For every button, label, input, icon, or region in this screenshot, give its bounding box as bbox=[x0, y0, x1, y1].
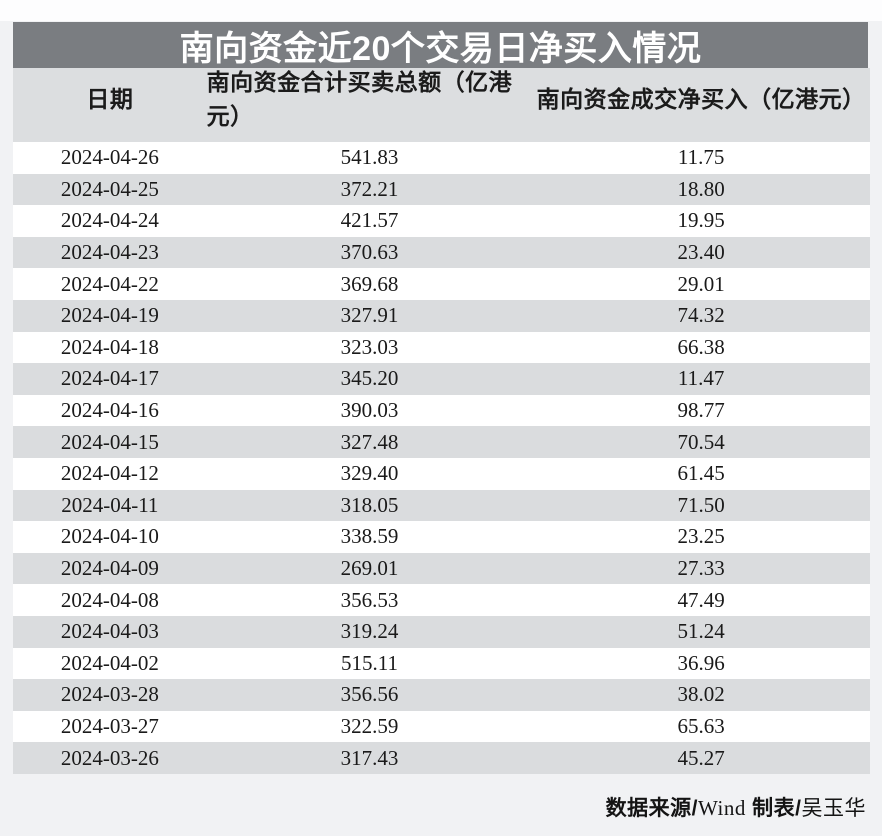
value-cell: 27.33 bbox=[677, 556, 725, 581]
value-cell: 541.83 bbox=[340, 145, 399, 170]
author-name: 吴玉华 bbox=[801, 796, 866, 820]
date-cell: 2024-04-12 bbox=[60, 461, 159, 486]
date-cell: 2024-04-10 bbox=[60, 524, 159, 549]
table-row: 2024-04-09 269.01 27.33 bbox=[13, 552, 870, 585]
value-cell: 269.01 bbox=[340, 556, 399, 581]
value-cell: 327.91 bbox=[340, 303, 399, 328]
value-cell: 45.27 bbox=[677, 745, 725, 770]
date-cell: 2024-04-26 bbox=[60, 145, 159, 170]
table-row: 2024-03-28 356.56 38.02 bbox=[13, 679, 870, 711]
value-cell: 356.53 bbox=[340, 587, 399, 612]
table-footer-credit: 数据来源/Wind 制表/吴玉华 bbox=[606, 792, 866, 822]
table-row: 2024-04-19 327.91 74.32 bbox=[13, 299, 870, 332]
value-cell: 74.32 bbox=[677, 303, 725, 328]
date-cell: 2024-04-09 bbox=[60, 556, 159, 581]
value-cell: 327.48 bbox=[340, 429, 399, 454]
date-cell: 2024-04-23 bbox=[60, 240, 159, 265]
data-source-label: 数据来源/ bbox=[605, 797, 698, 820]
value-cell: 338.59 bbox=[340, 524, 399, 549]
date-cell: 2024-04-16 bbox=[60, 398, 159, 423]
table-row: 2024-04-18 323.03 66.38 bbox=[13, 331, 870, 364]
table-row: 2024-04-24 421.57 19.95 bbox=[13, 205, 870, 237]
header-cell-1: 南向资金合计买卖总额（亿港元） bbox=[206, 69, 513, 129]
date-cell: 2024-03-28 bbox=[60, 682, 159, 707]
value-cell: 319.24 bbox=[340, 619, 399, 644]
value-cell: 390.03 bbox=[340, 398, 399, 423]
value-cell: 71.50 bbox=[677, 492, 725, 517]
table-row: 2024-04-23 370.63 23.40 bbox=[13, 236, 870, 269]
table-row: 2024-04-03 319.24 51.24 bbox=[13, 615, 870, 648]
value-cell: 65.63 bbox=[677, 713, 725, 738]
table-title-bar: 南向资金近20个交易日净买入情况 bbox=[13, 22, 868, 68]
value-cell: 18.80 bbox=[677, 176, 725, 201]
table-row: 2024-04-15 327.48 70.54 bbox=[13, 426, 870, 458]
date-cell: 2024-04-25 bbox=[60, 176, 159, 201]
date-cell: 2024-04-24 bbox=[60, 208, 159, 233]
tabulation-label: 制表/ bbox=[745, 797, 802, 820]
table-row: 2024-04-17 345.20 11.47 bbox=[13, 363, 870, 395]
value-cell: 356.56 bbox=[340, 682, 399, 707]
value-cell: 322.59 bbox=[340, 713, 399, 738]
data-source-name: Wind bbox=[698, 796, 746, 820]
value-cell: 23.40 bbox=[677, 240, 725, 265]
table-row: 2024-04-02 515.11 36.96 bbox=[13, 647, 870, 680]
table-row: 2024-04-12 329.40 61.45 bbox=[13, 457, 870, 490]
southbound-funds-table: 日期 南向资金合计买卖总额（亿港元） 南向资金成交净买入（亿港元） 2024-04-… bbox=[13, 68, 870, 774]
top-margin-strip bbox=[0, 0, 882, 21]
date-cell: 2024-04-22 bbox=[60, 271, 159, 296]
date-cell: 2024-04-18 bbox=[60, 334, 159, 359]
value-cell: 421.57 bbox=[340, 208, 399, 233]
date-cell: 2024-04-03 bbox=[60, 619, 159, 644]
date-cell: 2024-04-11 bbox=[61, 492, 159, 517]
value-cell: 11.47 bbox=[677, 366, 725, 391]
page-title: 南向资金近20个交易日净买入情况 bbox=[179, 29, 702, 68]
date-cell: 2024-03-27 bbox=[60, 713, 159, 738]
value-cell: 515.11 bbox=[341, 650, 398, 675]
date-cell: 2024-04-19 bbox=[60, 303, 159, 328]
value-cell: 38.02 bbox=[677, 682, 725, 707]
table-row: 2024-04-22 369.68 29.01 bbox=[13, 268, 870, 300]
table-row: 2024-04-25 372.21 18.80 bbox=[13, 173, 870, 206]
value-cell: 345.20 bbox=[340, 366, 399, 391]
value-cell: 372.21 bbox=[340, 176, 399, 201]
date-cell: 2024-04-15 bbox=[60, 429, 159, 454]
value-cell: 29.01 bbox=[677, 271, 725, 296]
value-cell: 36.96 bbox=[677, 650, 725, 675]
value-cell: 369.68 bbox=[340, 271, 399, 296]
value-cell: 370.63 bbox=[340, 240, 399, 265]
value-cell: 51.24 bbox=[677, 619, 725, 644]
value-cell: 19.95 bbox=[677, 208, 725, 233]
value-cell: 70.54 bbox=[677, 429, 725, 454]
value-cell: 11.75 bbox=[677, 145, 725, 170]
date-cell: 2024-04-02 bbox=[60, 650, 159, 675]
value-cell: 329.40 bbox=[340, 461, 399, 486]
table-row: 2024-04-16 390.03 98.77 bbox=[13, 394, 870, 427]
value-cell: 318.05 bbox=[340, 492, 399, 517]
table-row: 2024-03-27 322.59 65.63 bbox=[13, 710, 870, 743]
date-cell: 2024-04-17 bbox=[60, 366, 159, 391]
value-cell: 98.77 bbox=[677, 398, 725, 423]
header-cell-2: 南向资金成交净买入（亿港元） bbox=[536, 86, 866, 112]
table-row: 2024-03-26 317.43 45.27 bbox=[13, 742, 870, 774]
date-cell: 2024-04-08 bbox=[60, 587, 159, 612]
value-cell: 66.38 bbox=[677, 334, 725, 359]
value-cell: 317.43 bbox=[340, 745, 399, 770]
table-row: 2024-04-26 541.83 11.75 bbox=[13, 142, 870, 174]
table-row: 2024-04-11 318.05 71.50 bbox=[13, 489, 870, 522]
value-cell: 47.49 bbox=[677, 587, 725, 612]
date-cell: 2024-03-26 bbox=[60, 745, 159, 770]
value-cell: 61.45 bbox=[677, 461, 725, 486]
value-cell: 23.25 bbox=[677, 524, 725, 549]
table-row: 2024-04-08 356.53 47.49 bbox=[13, 584, 870, 616]
header-cell-0: 日期 bbox=[86, 86, 134, 112]
table-body: 2024-04-26 541.83 11.75 2024-04-25 372.21 18.… bbox=[13, 142, 870, 774]
table-header-row: 日期 南向资金合计买卖总额（亿港元） 南向资金成交净买入（亿港元） bbox=[13, 68, 870, 142]
table-row: 2024-04-10 338.59 23.25 bbox=[13, 521, 870, 553]
value-cell: 323.03 bbox=[340, 334, 399, 359]
